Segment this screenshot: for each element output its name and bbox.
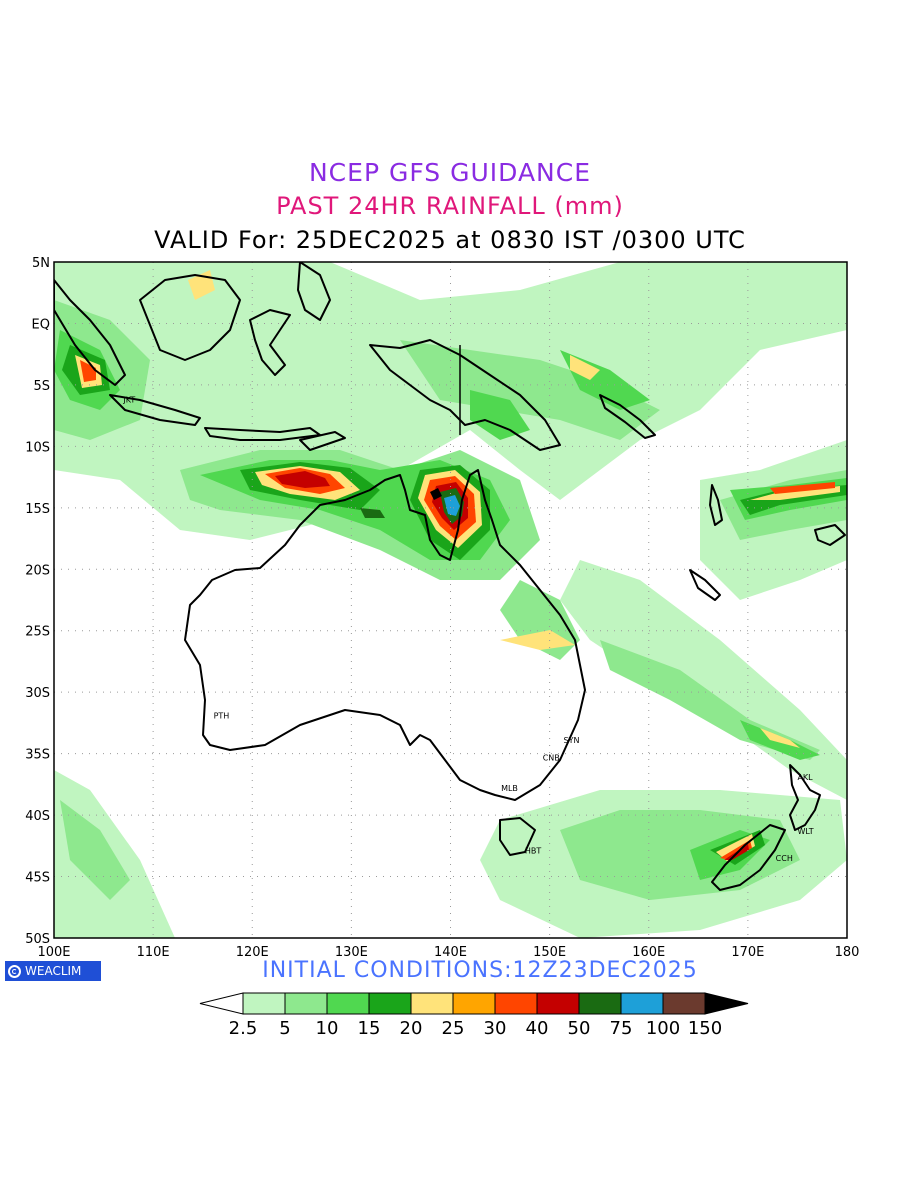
city-label-wlt: WLT <box>797 827 813 836</box>
legend-label: 50 <box>568 1018 591 1039</box>
rainfall-shading <box>54 262 847 938</box>
lat-tick-label: 30S <box>25 686 50 701</box>
legend-label: 10 <box>316 1018 339 1039</box>
lat-tick-label: 45S <box>25 871 50 886</box>
legend-label: 40 <box>526 1018 549 1039</box>
logo-text: WEACLIM <box>25 964 82 978</box>
legend-label: 150 <box>688 1018 722 1039</box>
latitude-labels: 5N EQ 5S 10S 15S 20S 25S 30S 35S 40S 45S 50S <box>25 256 50 947</box>
lon-tick-label: 130E <box>335 945 368 960</box>
color-legend: 2.5 5 10 15 20 25 30 40 50 75 100 150 <box>199 992 749 1039</box>
lon-tick-label: 160E <box>632 945 665 960</box>
city-label-mlb: MLB <box>501 784 518 793</box>
legend-swatch <box>620 992 664 1015</box>
legend-swatch <box>452 992 496 1015</box>
longitude-labels: 100E 110E 120E 130E 140E 150E 160E 170E 180 <box>37 945 859 960</box>
lat-tick-label: EQ <box>32 317 50 332</box>
legend-swatch <box>536 992 580 1015</box>
legend-swatch <box>494 992 538 1015</box>
lat-tick-label: 5S <box>33 379 50 394</box>
map-subtitle: PAST 24HR RAINFALL (mm) <box>276 192 624 220</box>
lon-tick-label: 150E <box>533 945 566 960</box>
legend-label: 100 <box>646 1018 680 1039</box>
valid-time: VALID For: 25DEC2025 at 0830 IST /0300 U… <box>154 226 746 254</box>
legend-label: 25 <box>442 1018 465 1039</box>
map-title: NCEP GFS GUIDANCE <box>308 158 591 187</box>
legend-swatch <box>326 992 370 1015</box>
legend-swatch <box>410 992 454 1015</box>
legend-max-arrow <box>704 992 749 1015</box>
lon-tick-label: 100E <box>37 945 70 960</box>
legend-label: 2.5 <box>229 1018 258 1039</box>
city-label-hbt: HBT <box>525 847 542 856</box>
legend-label: 20 <box>400 1018 423 1039</box>
city-label-akl: AKL <box>797 773 813 782</box>
lat-tick-label: 15S <box>25 502 50 517</box>
legend-label: 30 <box>484 1018 507 1039</box>
legend-label: 15 <box>358 1018 381 1039</box>
lon-tick-label: 180 <box>835 945 860 960</box>
legend-label: 75 <box>610 1018 633 1039</box>
legend-swatch <box>578 992 622 1015</box>
lon-tick-label: 140E <box>434 945 467 960</box>
city-label-pth: PTH <box>214 712 230 721</box>
city-markers: JKT PTH SYN CNB MLB HBT AKL WLT CCH <box>122 396 813 863</box>
legend-min-arrow <box>199 992 244 1015</box>
lat-tick-label: 20S <box>25 563 50 578</box>
city-label-jkt: JKT <box>122 396 135 405</box>
city-label-cnb: CNB <box>543 753 560 762</box>
lat-tick-label: 40S <box>25 809 50 824</box>
legend-swatch <box>368 992 412 1015</box>
lat-tick-label: 5N <box>32 256 50 271</box>
rainfall-map: 5N EQ 5S 10S 15S 20S 25S 30S 35S 40S 45S 50S 100E 11… <box>25 256 859 960</box>
city-label-cch: CCH <box>776 854 793 863</box>
lat-tick-label: 10S <box>25 440 50 455</box>
lat-tick-label: 35S <box>25 748 50 763</box>
weaclim-logo: WEACLIM <box>5 961 101 981</box>
legend-swatch <box>662 992 706 1015</box>
legend-swatch <box>284 992 328 1015</box>
lat-tick-label: 25S <box>25 625 50 640</box>
lon-tick-label: 170E <box>731 945 764 960</box>
city-label-syn: SYN <box>564 736 580 745</box>
map-frame <box>53 261 848 939</box>
lat-tick-label: 50S <box>25 932 50 947</box>
legend-label: 5 <box>279 1018 290 1039</box>
initial-conditions: INITIAL CONDITIONS:12Z23DEC2025 <box>262 958 698 983</box>
lon-tick-label: 110E <box>137 945 170 960</box>
lon-tick-label: 120E <box>236 945 269 960</box>
legend-swatch <box>242 992 286 1015</box>
coastlines <box>54 262 846 891</box>
logo-icon <box>8 964 21 978</box>
